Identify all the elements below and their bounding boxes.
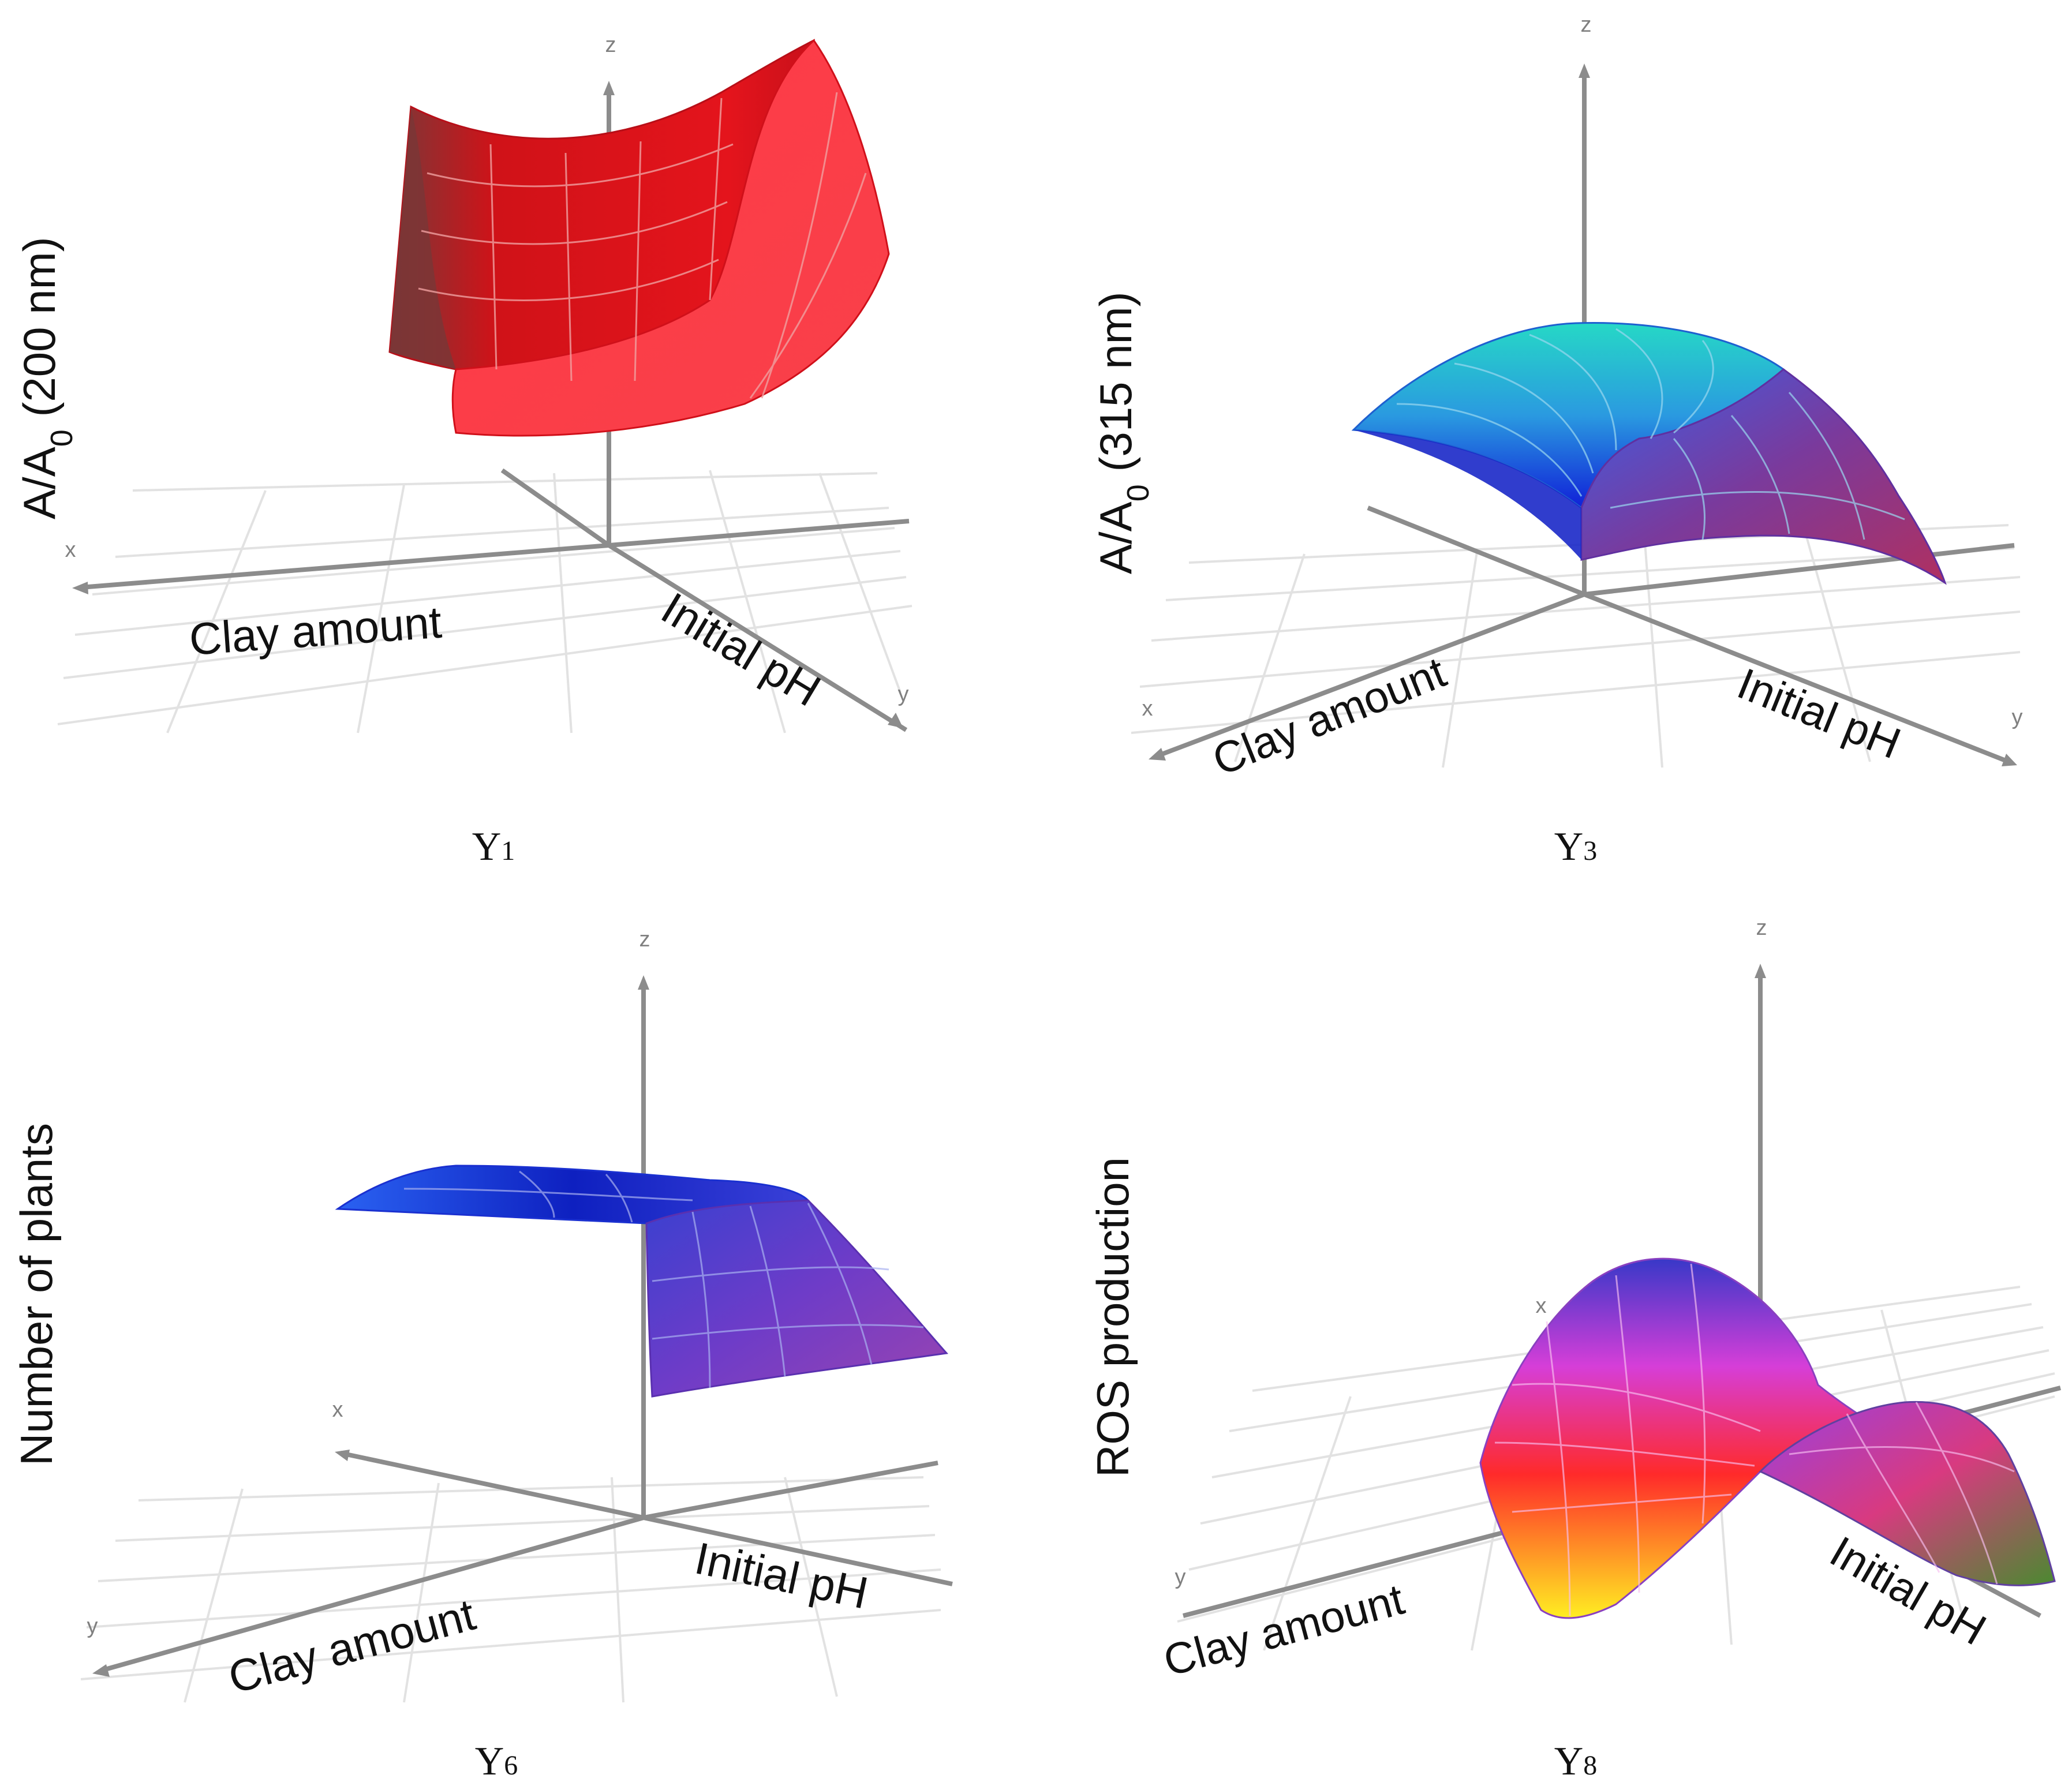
panel-y1-z-arrow: [603, 81, 615, 95]
panel-y3-caption: Y3: [1554, 825, 1598, 869]
panel-y8-y-letter: y: [1175, 1565, 1186, 1589]
panel-y1-surface: [388, 39, 890, 437]
panel-y8-zlabel: ROS production: [1087, 1157, 1138, 1477]
panel-y3: z x y Clay amount Initial pH A/A0 (315 n…: [1090, 13, 2023, 869]
panel-y1-y-arrow: [888, 713, 903, 728]
panel-y1: z x y Clay amount Initial pH A/A0 (200 n…: [14, 33, 912, 869]
panel-y6-y-letter: y: [87, 1614, 98, 1638]
panel-y1-x-letter: x: [65, 538, 76, 562]
panel-y6-caption: Y6: [475, 1739, 518, 1784]
panel-y3-surface-front: [1580, 368, 1947, 585]
panel-y6-x-letter: x: [332, 1398, 343, 1422]
panel-y1-ylabel: Initial pH: [653, 582, 829, 716]
panel-y8-surface: [1479, 1257, 2056, 1619]
panel-y6-xlabel: Clay amount: [223, 1589, 481, 1703]
panel-y3-surface: [1351, 322, 1947, 585]
panel-y3-surface-left: [1353, 430, 1581, 560]
panel-y8-caption: Y8: [1554, 1739, 1598, 1784]
panel-y3-z-arrow: [1579, 63, 1590, 78]
panel-y6-z-letter: z: [639, 927, 650, 952]
panel-y3-x-letter: x: [1142, 697, 1153, 721]
panel-y3-y-arrow: [2002, 754, 2017, 766]
panel-y8-x-letter: x: [1536, 1294, 1547, 1318]
panel-y3-zlabel: A/A0 (315 nm): [1090, 291, 1155, 574]
panel-y6-zlabel: Number of plants: [11, 1123, 62, 1466]
panel-y1-surface-left-edge: [390, 107, 456, 369]
panel-y1-y-letter: y: [898, 682, 909, 706]
panel-y1-z-letter: z: [605, 33, 616, 57]
panel-y6-grid: [80, 1476, 941, 1703]
panel-y1-x-arrow: [72, 582, 88, 594]
panel-y8-z-letter: z: [1756, 916, 1767, 940]
panel-y1-zlabel: A/A0 (200 nm): [14, 237, 79, 519]
panel-y8-z-arrow: [1755, 964, 1766, 978]
panel-y1-xlabel: Clay amount: [188, 597, 443, 665]
panel-y8-surface-right: [1759, 1401, 2056, 1586]
panel-y6: z x y Clay amount Initial pH Number of p…: [11, 927, 953, 1784]
panel-y3-z-letter: z: [1581, 13, 1592, 37]
panel-y6-axes: [100, 981, 953, 1673]
panel-y8: z x y Clay amount Initial pH ROS product…: [1087, 916, 2062, 1784]
panel-y6-surface-front: [645, 1199, 948, 1398]
panel-y1-caption: Y1: [472, 825, 515, 869]
panel-y1-surface-front: [451, 39, 890, 437]
panel-y6-y-arrow: [92, 1664, 110, 1677]
panel-y3-x-arrow: [1149, 748, 1166, 761]
panel-y1-grid: [57, 470, 912, 733]
panel-y6-x-arrow: [335, 1450, 350, 1461]
panel-y3-y-letter: y: [2012, 705, 2023, 729]
panel-y6-z-arrow: [638, 975, 649, 990]
panel-y6-surface: [335, 1165, 948, 1398]
panel-y3-ylabel: Initial pH: [1731, 659, 1908, 769]
panel-y3-xlabel: Clay amount: [1206, 647, 1453, 785]
